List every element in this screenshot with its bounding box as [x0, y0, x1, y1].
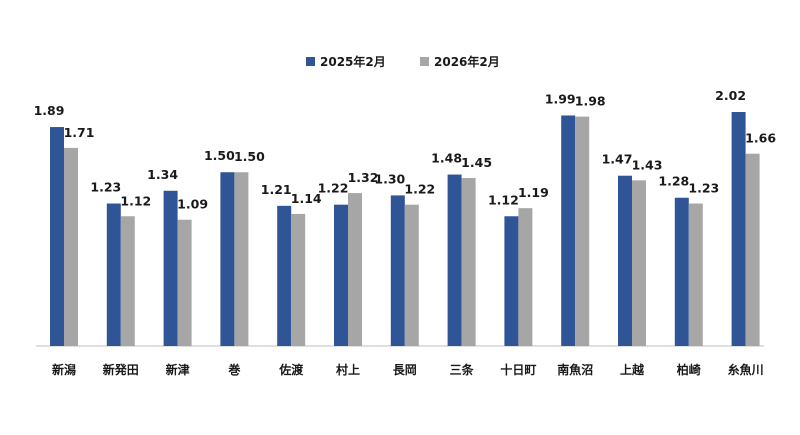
- data-label-series2-8: 1.19: [518, 185, 549, 200]
- bar-series1-6: [390, 195, 405, 346]
- data-label-series1-11: 1.28: [658, 174, 689, 189]
- data-label-series1-4: 1.21: [261, 182, 292, 197]
- bar-series2-3: [234, 172, 249, 346]
- category-label-1: 新発田: [103, 362, 139, 377]
- legend-label-2: 2026年2月: [434, 54, 500, 69]
- data-label-series1-3: 1.50: [204, 148, 235, 163]
- bar-series2-9: [575, 116, 590, 346]
- bar-series2-4: [291, 213, 306, 346]
- bar-series1-8: [504, 216, 519, 346]
- bar-series2-2: [177, 219, 192, 346]
- category-label-11: 柏崎: [677, 362, 701, 377]
- bar-series2-7: [461, 178, 476, 346]
- data-label-series2-3: 1.50: [234, 149, 265, 164]
- data-label-series2-1: 1.12: [120, 193, 151, 208]
- data-label-series1-12: 2.02: [715, 88, 746, 103]
- category-label-7: 三条: [450, 362, 475, 377]
- data-label-series2-2: 1.09: [177, 197, 208, 212]
- bar-series1-1: [106, 203, 121, 346]
- bar-series1-11: [674, 197, 689, 346]
- category-label-5: 村上: [336, 362, 360, 377]
- bar-series1-5: [334, 204, 348, 346]
- data-label-series1-10: 1.47: [602, 152, 633, 167]
- bar-series1-10: [618, 175, 632, 346]
- data-label-series2-12: 1.66: [745, 131, 776, 146]
- data-label-series2-10: 1.43: [632, 157, 663, 172]
- bar-series1-4: [277, 205, 292, 346]
- category-label-9: 南魚沼: [557, 362, 593, 377]
- legend-swatch-2: [420, 57, 429, 66]
- bar-series1-2: [163, 190, 178, 346]
- category-label-0: 新潟: [52, 362, 76, 377]
- category-label-12: 糸魚川: [728, 362, 764, 377]
- category-label-2: 新津: [166, 362, 190, 377]
- data-label-series1-6: 1.30: [374, 171, 405, 186]
- data-label-series2-7: 1.45: [461, 155, 492, 170]
- data-label-series2-9: 1.98: [575, 94, 606, 109]
- category-label-4: 佐渡: [278, 362, 304, 377]
- bar-series1-7: [447, 174, 462, 346]
- bar-series1-3: [220, 172, 235, 346]
- bar-series1-9: [561, 115, 576, 346]
- bar-series1-12: [731, 112, 746, 346]
- category-label-8: 十日町: [500, 362, 536, 377]
- bar-series2-12: [745, 153, 760, 346]
- bar-series2-10: [632, 180, 646, 346]
- category-label-10: 上越: [620, 362, 645, 377]
- data-label-series1-5: 1.22: [318, 181, 349, 196]
- data-label-series1-2: 1.34: [147, 167, 178, 182]
- data-label-series1-8: 1.12: [488, 192, 519, 207]
- bar-series2-8: [518, 208, 533, 346]
- bar-series2-1: [120, 216, 135, 346]
- bar-series2-0: [64, 147, 78, 346]
- category-label-6: 長岡: [393, 362, 417, 377]
- data-label-series2-0: 1.71: [64, 125, 95, 140]
- data-label-series2-11: 1.23: [688, 181, 719, 196]
- bar-series2-5: [348, 193, 362, 346]
- data-label-series1-1: 1.23: [90, 180, 121, 195]
- legend-label-1: 2025年2月: [320, 54, 386, 69]
- bar-series1-0: [50, 127, 64, 346]
- bar-series2-11: [688, 203, 703, 346]
- data-label-series1-0: 1.89: [34, 103, 65, 118]
- data-label-series2-5: 1.32: [348, 170, 379, 185]
- data-label-series1-9: 1.99: [545, 91, 576, 106]
- data-label-series2-6: 1.22: [404, 182, 435, 197]
- category-label-3: 巻: [227, 362, 241, 377]
- data-label-series1-7: 1.48: [431, 151, 462, 166]
- data-label-series2-4: 1.14: [291, 191, 322, 206]
- legend-swatch-1: [306, 57, 315, 66]
- bar-series2-6: [404, 204, 419, 346]
